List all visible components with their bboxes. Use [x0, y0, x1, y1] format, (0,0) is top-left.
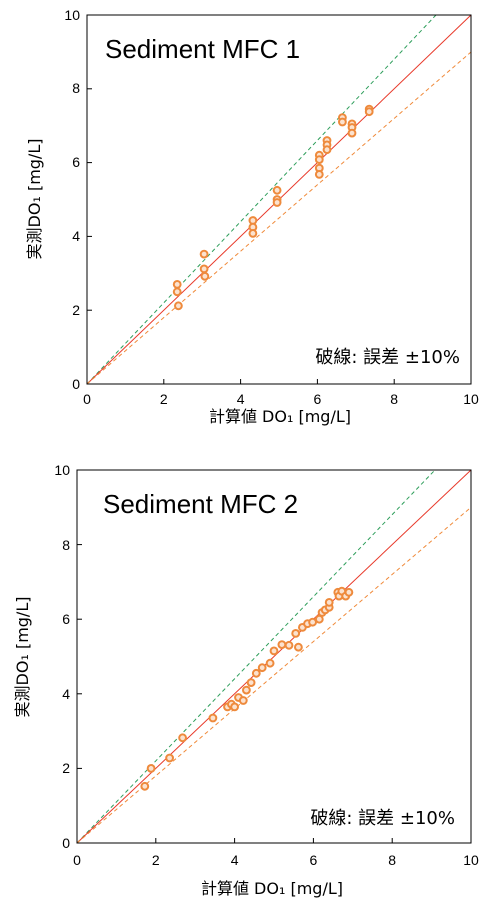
- x-tick-label: 6: [310, 852, 318, 868]
- y-tick-label: 2: [62, 760, 70, 776]
- x-tick-label: 8: [390, 391, 398, 407]
- data-point: [294, 642, 303, 652]
- data-point: [200, 271, 210, 281]
- data-point: [272, 185, 282, 195]
- ratio-110-line: [86, 14, 437, 385]
- y-tick-label: 6: [72, 154, 80, 170]
- y-ticks: 0 2 4 6 8 10: [64, 7, 92, 392]
- data-point: [174, 301, 183, 311]
- data-point: [338, 117, 347, 127]
- data-point: [248, 229, 258, 238]
- y-tick-label: 0: [62, 835, 70, 851]
- y-tick-label: 10: [64, 7, 80, 23]
- data-point: [308, 617, 318, 627]
- data-point: [344, 587, 354, 597]
- data-point: [364, 107, 374, 117]
- data-point: [277, 640, 287, 649]
- data-point: [251, 668, 261, 678]
- y-tick-label: 4: [72, 228, 80, 244]
- chart-title: Sediment MFC 1: [105, 34, 300, 64]
- data-point: [324, 598, 334, 607]
- chart-panel-2: 0 2 4 6 8 10 0 2 4 6 8 10 Sediment MFC 2…: [13, 462, 479, 898]
- chart-title: Sediment MFC 2: [103, 489, 298, 519]
- data-point: [178, 733, 188, 743]
- x-tick-label: 10: [463, 391, 479, 407]
- data-points: [172, 104, 374, 311]
- data-point: [140, 781, 150, 791]
- y-tick-label: 10: [54, 462, 70, 478]
- x-tick-label: 4: [237, 391, 245, 407]
- plot-frame: [86, 14, 472, 385]
- x-tick-label: 0: [83, 391, 91, 407]
- y-tick-label: 6: [62, 611, 70, 627]
- y-tick-label: 8: [72, 80, 80, 96]
- data-point: [269, 646, 279, 656]
- y-tick-label: 8: [62, 537, 70, 553]
- x-tick-label: 4: [231, 852, 239, 868]
- data-point: [199, 264, 209, 274]
- y-tick-label: 4: [62, 686, 70, 702]
- data-point: [246, 678, 256, 687]
- x-tick-label: 2: [152, 852, 160, 868]
- reference-lines: [76, 469, 472, 844]
- y-axis-label: 実測DO₁ [mg/L]: [13, 597, 32, 718]
- data-point: [291, 629, 301, 638]
- plot-frame: [76, 469, 472, 844]
- y-axis-label: 実測DO₁ [mg/L]: [25, 139, 44, 260]
- y-tick-label: 0: [72, 376, 80, 392]
- x-tick-label: 0: [73, 852, 81, 868]
- data-point: [322, 145, 332, 155]
- data-point: [257, 663, 267, 673]
- data-point: [172, 280, 182, 289]
- x-axis-label: 計算値 DO₁ [mg/L]: [209, 407, 351, 426]
- data-point: [199, 249, 209, 259]
- x-axis-label: 計算値 DO₁ [mg/L]: [201, 879, 343, 898]
- ratio-90-line: [86, 51, 472, 385]
- x-tick-label: 10: [463, 852, 479, 868]
- data-point: [230, 702, 240, 712]
- y-tick-label: 2: [72, 302, 80, 318]
- x-tick-label: 2: [160, 391, 168, 407]
- data-point: [172, 287, 182, 297]
- data-point: [146, 764, 156, 773]
- x-tick-label: 8: [388, 852, 396, 868]
- data-point: [347, 128, 357, 138]
- error-band-annotation: 破線: 誤差 ±10%: [315, 347, 460, 368]
- x-ticks: 0 2 4 6 8 10: [73, 838, 479, 868]
- ratio-110-line: [76, 469, 436, 844]
- data-point: [165, 753, 175, 763]
- data-point: [265, 658, 275, 668]
- data-point: [284, 640, 294, 650]
- error-band-annotation: 破線: 誤差 ±10%: [310, 808, 455, 829]
- data-point: [238, 696, 248, 705]
- data-points: [140, 586, 354, 791]
- y-ticks: 0 2 4 6 8 10: [54, 462, 82, 851]
- x-ticks: 0 2 4 6 8 10: [83, 379, 479, 407]
- x-tick-label: 6: [314, 391, 322, 407]
- data-point: [272, 198, 282, 207]
- ratio-90-line: [76, 506, 472, 844]
- data-point: [314, 155, 324, 165]
- chart-panel-1: 0 2 4 6 8 10 0 2 4 6 8 10 Sediment MFC 1…: [25, 7, 479, 426]
- ratio-100-line: [76, 469, 472, 844]
- data-point: [208, 713, 218, 723]
- data-point: [314, 170, 324, 179]
- data-point: [242, 685, 251, 695]
